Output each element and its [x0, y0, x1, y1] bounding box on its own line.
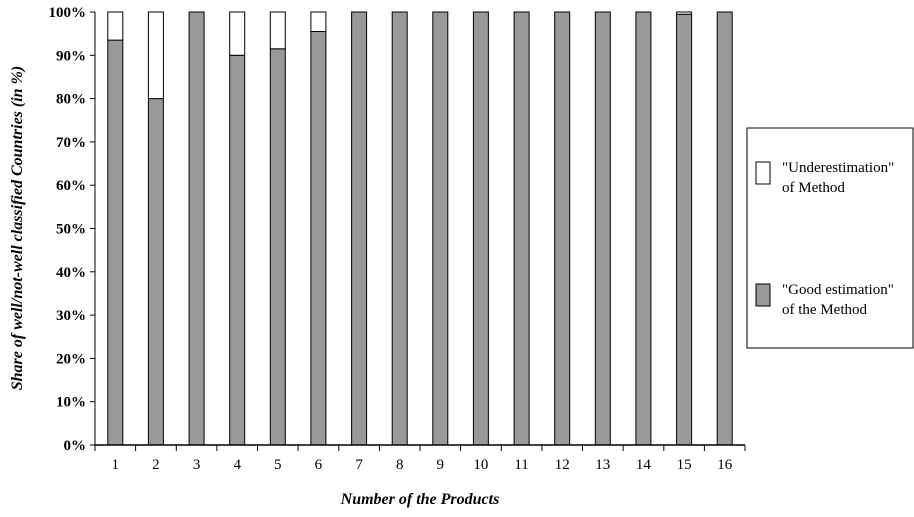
bar-segment-good-14: [635, 11, 652, 446]
x-tick-label: 3: [193, 457, 201, 473]
y-tick-label: 100%: [49, 5, 87, 21]
bar-segment-good-15: [676, 13, 693, 446]
y-axis-title: Share of well/not-well classified Countr…: [9, 66, 26, 390]
legend-frame: [746, 127, 914, 349]
legend: "Underestimation" of Method "Good estimati…: [746, 127, 914, 349]
y-tick-label: 10%: [56, 395, 86, 411]
bar-segment-good-11: [513, 11, 530, 446]
bar-segment-good-9: [432, 11, 449, 446]
bar-segment-under-6: [310, 11, 327, 32]
x-tick-label: 1: [112, 457, 120, 473]
x-tick-label: 15: [677, 457, 692, 473]
bar-segment-good-1: [107, 39, 124, 446]
x-tick-label: 2: [152, 457, 160, 473]
legend-label-under: "Underestimation": [782, 160, 894, 176]
bar-segment-good-4: [229, 54, 246, 446]
x-tick-label: 8: [396, 457, 404, 473]
x-tick-label: 14: [636, 457, 652, 473]
legend-label-good: of the Method: [782, 302, 867, 318]
x-tick-label: 7: [355, 457, 363, 473]
bar-segment-good-5: [269, 48, 286, 446]
bar-segment-good-6: [310, 31, 327, 446]
bar-segment-good-2: [147, 98, 164, 446]
bar-segment-good-10: [472, 11, 489, 446]
x-axis-title: Number of the Products: [340, 491, 500, 508]
bar-segment-under-15: [676, 11, 693, 15]
x-tick-label: 5: [274, 457, 282, 473]
y-tick-label: 30%: [56, 308, 86, 324]
x-tick-label: 4: [233, 457, 241, 473]
bar-segment-under-4: [229, 11, 246, 56]
x-tick-label: 12: [555, 457, 570, 473]
legend-label-under: of Method: [782, 180, 845, 196]
y-tick-label: 20%: [56, 351, 86, 367]
bar-segment-good-7: [351, 11, 368, 446]
x-tick-label: 13: [595, 457, 610, 473]
bar-segment-under-1: [107, 11, 124, 41]
bars-group: [107, 11, 733, 446]
legend-swatch-good: [755, 283, 771, 307]
x-tick-label: 6: [315, 457, 323, 473]
bar-segment-good-3: [188, 11, 205, 446]
y-tick-label: 50%: [56, 222, 86, 238]
bar-segment-good-13: [594, 11, 611, 446]
legend-swatch-under: [755, 161, 771, 185]
bar-segment-under-2: [147, 11, 164, 100]
x-tick-label: 16: [717, 457, 733, 473]
bar-segment-good-12: [554, 11, 571, 446]
y-tick-label: 80%: [56, 92, 86, 108]
x-tick-label: 9: [437, 457, 445, 473]
bar-segment-good-16: [716, 11, 733, 446]
x-tick-label: 10: [473, 457, 488, 473]
y-tick-label: 60%: [56, 178, 86, 194]
y-tick-label: 40%: [56, 265, 86, 281]
y-tick-label: 70%: [56, 135, 86, 151]
y-tick-label: 0%: [64, 438, 87, 454]
legend-label-good: "Good estimation": [782, 282, 894, 298]
bar-segment-under-5: [269, 11, 286, 50]
y-tick-label: 90%: [56, 48, 86, 64]
ticks-group: 1 2 3 4 5 6 7 8 9 10 11 12 13 14 15 160%10%20%30%40%50%…: [49, 5, 746, 473]
bar-segment-good-8: [391, 11, 408, 446]
x-tick-label: 11: [514, 457, 528, 473]
